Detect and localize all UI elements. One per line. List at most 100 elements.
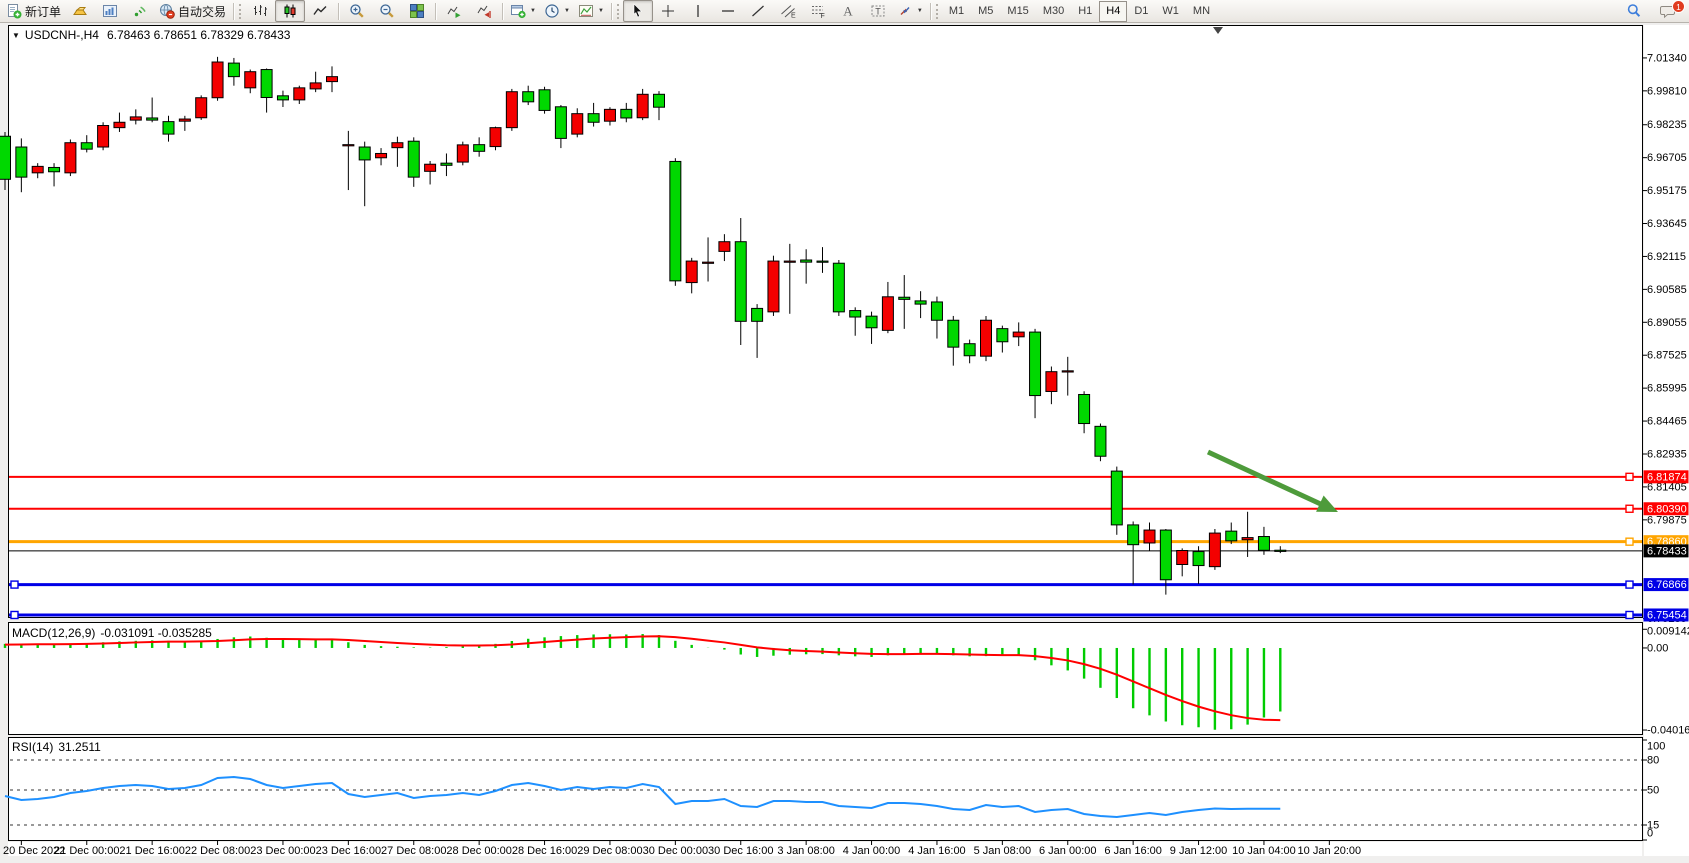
macd-pane[interactable] [8, 622, 1643, 735]
separator [502, 2, 504, 20]
svg-text:T: T [875, 7, 881, 17]
candle [1045, 371, 1058, 392]
trend-arrow[interactable] [1206, 449, 1338, 512]
candle [734, 241, 747, 322]
candle [718, 241, 731, 252]
trendline-icon [751, 5, 764, 17]
candle [64, 142, 77, 174]
timeframe-m30[interactable]: M30 [1042, 5, 1065, 17]
gold-button[interactable] [65, 0, 95, 22]
timeframe-h4[interactable]: H4 [1099, 0, 1128, 22]
channel-tool-button[interactable]: E [773, 0, 803, 22]
line-handle [1625, 537, 1634, 546]
candle [522, 91, 535, 103]
rsi-layer: 100 80 50 150 [4, 739, 1665, 841]
periods-clock-icon [545, 4, 559, 18]
fibonacci-tool-button[interactable]: F [803, 0, 833, 22]
line-handle [1625, 580, 1634, 589]
new-order-button[interactable]: 新订单 [2, 0, 65, 22]
candle [1127, 524, 1140, 546]
candle [849, 310, 862, 318]
timeframe-w1[interactable]: W1 [1162, 5, 1179, 17]
crosshair-tool-button[interactable] [653, 0, 683, 22]
tile-windows-button[interactable] [402, 0, 432, 22]
templates-button[interactable]: ▼ [574, 0, 608, 22]
candle [783, 260, 796, 263]
svg-text:0: 0 [1647, 828, 1653, 840]
text-tool-button[interactable]: A [833, 0, 863, 22]
svg-text:-0.040162: -0.040162 [1647, 725, 1689, 737]
timeframe-m15[interactable]: M15 [1007, 5, 1029, 17]
text-label-icon: T [871, 5, 885, 17]
signals-button[interactable] [125, 0, 155, 22]
candle [1274, 549, 1287, 552]
toolbar-grip[interactable] [239, 3, 242, 19]
zoom-out-button[interactable] [372, 0, 402, 22]
timeframe-m5[interactable]: M5 [978, 5, 994, 17]
candle [1159, 529, 1172, 581]
chevron-down-icon: ▼ [916, 8, 923, 14]
candle [375, 152, 388, 159]
chart-shift-button[interactable] [469, 0, 499, 22]
arrows-tool-button[interactable]: ▼ [893, 0, 927, 22]
horizontal-lines[interactable] [9, 475, 1642, 617]
timeframe-d1[interactable]: D1 [1134, 5, 1149, 17]
horizontal-line-tool-button[interactable] [713, 0, 743, 22]
bar-chart-icon [254, 5, 268, 16]
separator [610, 2, 612, 20]
candle [391, 142, 404, 149]
svg-text:5 Jan 08:00: 5 Jan 08:00 [974, 845, 1032, 857]
rsi-indicator-label: RSI(14) 31.2511 [12, 740, 101, 754]
candlestick-icon [284, 4, 296, 18]
svg-text:0.009142: 0.009142 [1647, 626, 1689, 638]
vertical-line-tool-button[interactable] [683, 0, 713, 22]
rsi-line [4, 775, 1281, 819]
candle [832, 262, 845, 313]
svg-text:9 Jan 12:00: 9 Jan 12:00 [1170, 845, 1228, 857]
text-label-tool-button[interactable]: T [863, 0, 893, 22]
collapse-toggle-icon[interactable]: ▼ [12, 31, 20, 40]
shift-marker-icon[interactable] [1213, 27, 1223, 34]
line-chart-icon [313, 6, 327, 15]
candle [996, 328, 1009, 343]
new-chart-button[interactable]: ▼ [506, 0, 540, 22]
candle [15, 146, 28, 178]
periods-button[interactable]: ▼ [540, 0, 574, 22]
chat-button[interactable]: 1 [1653, 0, 1685, 22]
cursor-tool-button[interactable] [622, 0, 653, 22]
candle [162, 121, 175, 135]
candle [1110, 470, 1123, 526]
toolbar-grip[interactable] [616, 3, 619, 19]
bar-chart-button[interactable] [245, 0, 275, 22]
timeframe-mn[interactable]: MN [1192, 5, 1211, 17]
price-badge [1643, 608, 1689, 622]
toolbar-grip[interactable] [935, 3, 938, 19]
main-pane[interactable] [8, 25, 1643, 618]
svg-text:6.92115: 6.92115 [1647, 251, 1686, 263]
autotrade-button[interactable]: 自动交易 [155, 0, 230, 22]
price-axis[interactable]: 7.01340 6.99810 6.98235 6.96705 6.95175 6.936… [10, 52, 1689, 625]
line-chart-button[interactable] [305, 0, 335, 22]
search-icon [1627, 4, 1641, 17]
svg-text:6 Jan 16:00: 6 Jan 16:00 [1104, 845, 1162, 857]
symbol-period-label: USDCNH-,H4 [24, 28, 99, 42]
price-badge [1643, 470, 1689, 484]
candle [685, 260, 698, 284]
timeframe-m1[interactable]: M1 [948, 5, 965, 17]
zoom-in-button[interactable] [342, 0, 372, 22]
candle [146, 117, 159, 121]
arrows-shapes-icon [900, 7, 910, 15]
timeframe-h1[interactable]: H1 [1078, 5, 1093, 17]
candle [1143, 529, 1156, 544]
trendline-tool-button[interactable] [743, 0, 773, 22]
candlestick-chart-button[interactable] [275, 0, 306, 22]
auto-scroll-button[interactable] [439, 0, 469, 22]
chart-title: ▼ USDCNH-,H4 6.78463 6.78651 6.78329 6.784… [12, 28, 290, 42]
svg-text:6.99810: 6.99810 [1647, 85, 1687, 97]
price-chart[interactable]: 7.01340 6.99810 6.98235 6.96705 6.95175 6.936… [0, 20, 1689, 861]
candle [636, 93, 649, 119]
market-watch-button[interactable] [95, 0, 125, 22]
search-button[interactable] [1619, 0, 1649, 22]
rsi-pane[interactable] [8, 737, 1643, 841]
